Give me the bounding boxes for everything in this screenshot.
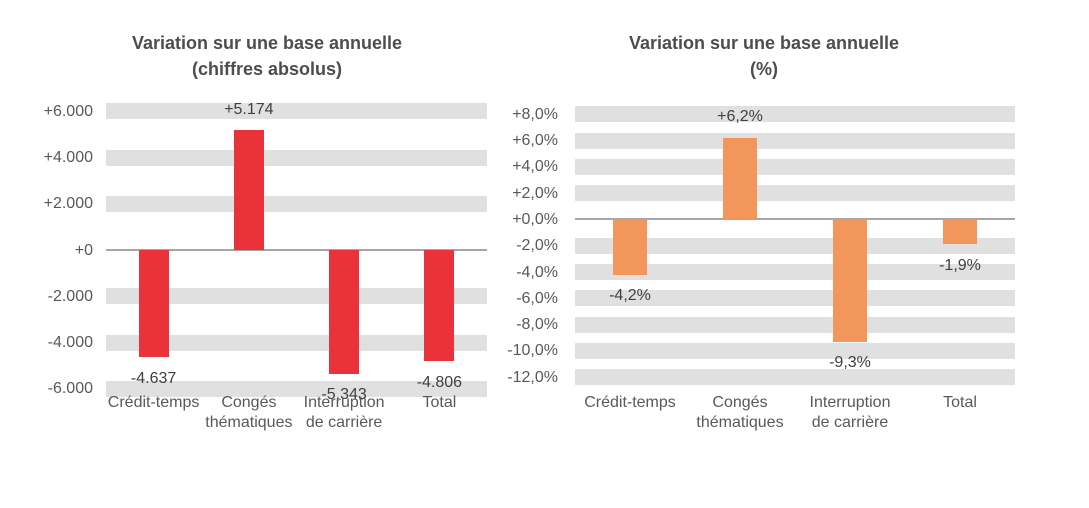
zero-axis-line: [106, 249, 487, 251]
category-label: Total: [943, 394, 977, 411]
gridline-band: [106, 149, 487, 166]
bar: [233, 130, 264, 250]
gridline-band: [575, 106, 1015, 123]
gridline-band: [575, 158, 1015, 175]
category-label: Interruption: [809, 394, 891, 411]
data-label: -4.637: [130, 369, 177, 387]
category-label: Congés: [221, 394, 277, 411]
y-tick-label: -10,0%: [507, 342, 558, 360]
data-label: -4.806: [416, 373, 463, 391]
bar: [833, 219, 867, 342]
chart-title-line: (%): [750, 59, 778, 79]
bar: [943, 219, 977, 245]
y-tick-label: -4.000: [47, 334, 93, 351]
y-tick-label: +4.000: [43, 149, 93, 166]
category-label: thématiques: [205, 413, 293, 431]
y-tick-label: -2.000: [47, 287, 93, 305]
y-tick-label: -4,0%: [516, 263, 558, 281]
gridline-band: [575, 185, 1015, 202]
data-label: +6,2%: [717, 108, 763, 126]
gridline-band: [575, 290, 1015, 307]
bar: [613, 219, 647, 275]
bar: [138, 250, 169, 358]
data-label: -4,2%: [609, 287, 651, 305]
y-tick-label: -8,0%: [516, 316, 558, 334]
category-label: de carrière: [305, 413, 383, 431]
bar: [329, 250, 360, 374]
y-tick-label: +0,0%: [512, 210, 558, 228]
category-label: de carrière: [811, 413, 889, 431]
chart-title-line: Variation sur une base annuelle: [131, 33, 403, 53]
y-tick-label: +6,0%: [512, 132, 558, 149]
y-tick-label: -12,0%: [507, 368, 558, 386]
gridline-band: [575, 264, 1015, 280]
y-tick-label: +4,0%: [512, 158, 558, 176]
category-label: Congés: [712, 394, 768, 411]
data-label: -9,3%: [829, 354, 871, 372]
y-tick-label: -6.000: [47, 380, 93, 398]
category-label: Crédit-temps: [107, 394, 200, 411]
gridline-band: [106, 103, 487, 120]
gridline-band: [106, 288, 487, 305]
gridline-band: [575, 369, 1015, 386]
chart-title-percent: Variation sur une base annuelle (%): [564, 30, 964, 82]
category-label: Interruption: [303, 394, 385, 411]
y-tick-label: -2,0%: [516, 237, 558, 255]
gridline-band: [106, 195, 487, 212]
gridline-band: [106, 334, 487, 351]
data-label: -5.343: [321, 386, 367, 404]
y-tick-label: +0: [74, 241, 93, 259]
y-tick-label: +8,0%: [512, 105, 558, 123]
data-label: +5.174: [224, 100, 274, 118]
chart-title-line: (chiffres absolus): [191, 59, 343, 79]
y-tick-label: -6,0%: [516, 289, 558, 307]
chart-title-absolute: Variation sur une base annuelle (chiffre…: [67, 30, 467, 82]
category-label: Crédit-temps: [584, 394, 676, 411]
bar: [424, 250, 455, 362]
zero-axis-line: [575, 218, 1015, 221]
gridline-band: [106, 380, 487, 397]
gridline-band: [575, 132, 1015, 149]
y-tick-label: +2,0%: [512, 184, 558, 202]
y-tick-label: +2.000: [43, 195, 93, 213]
gridline-band: [575, 342, 1015, 359]
chart-title-line: Variation sur une base annuelle: [628, 33, 900, 53]
gridline-band: [575, 237, 1015, 254]
bar: [723, 137, 757, 220]
y-tick-label: +6.000: [43, 102, 93, 120]
data-label: -1,9%: [939, 256, 981, 274]
category-label: Total: [422, 394, 457, 411]
gridline-band: [575, 316, 1015, 333]
category-label: thématiques: [696, 413, 784, 431]
